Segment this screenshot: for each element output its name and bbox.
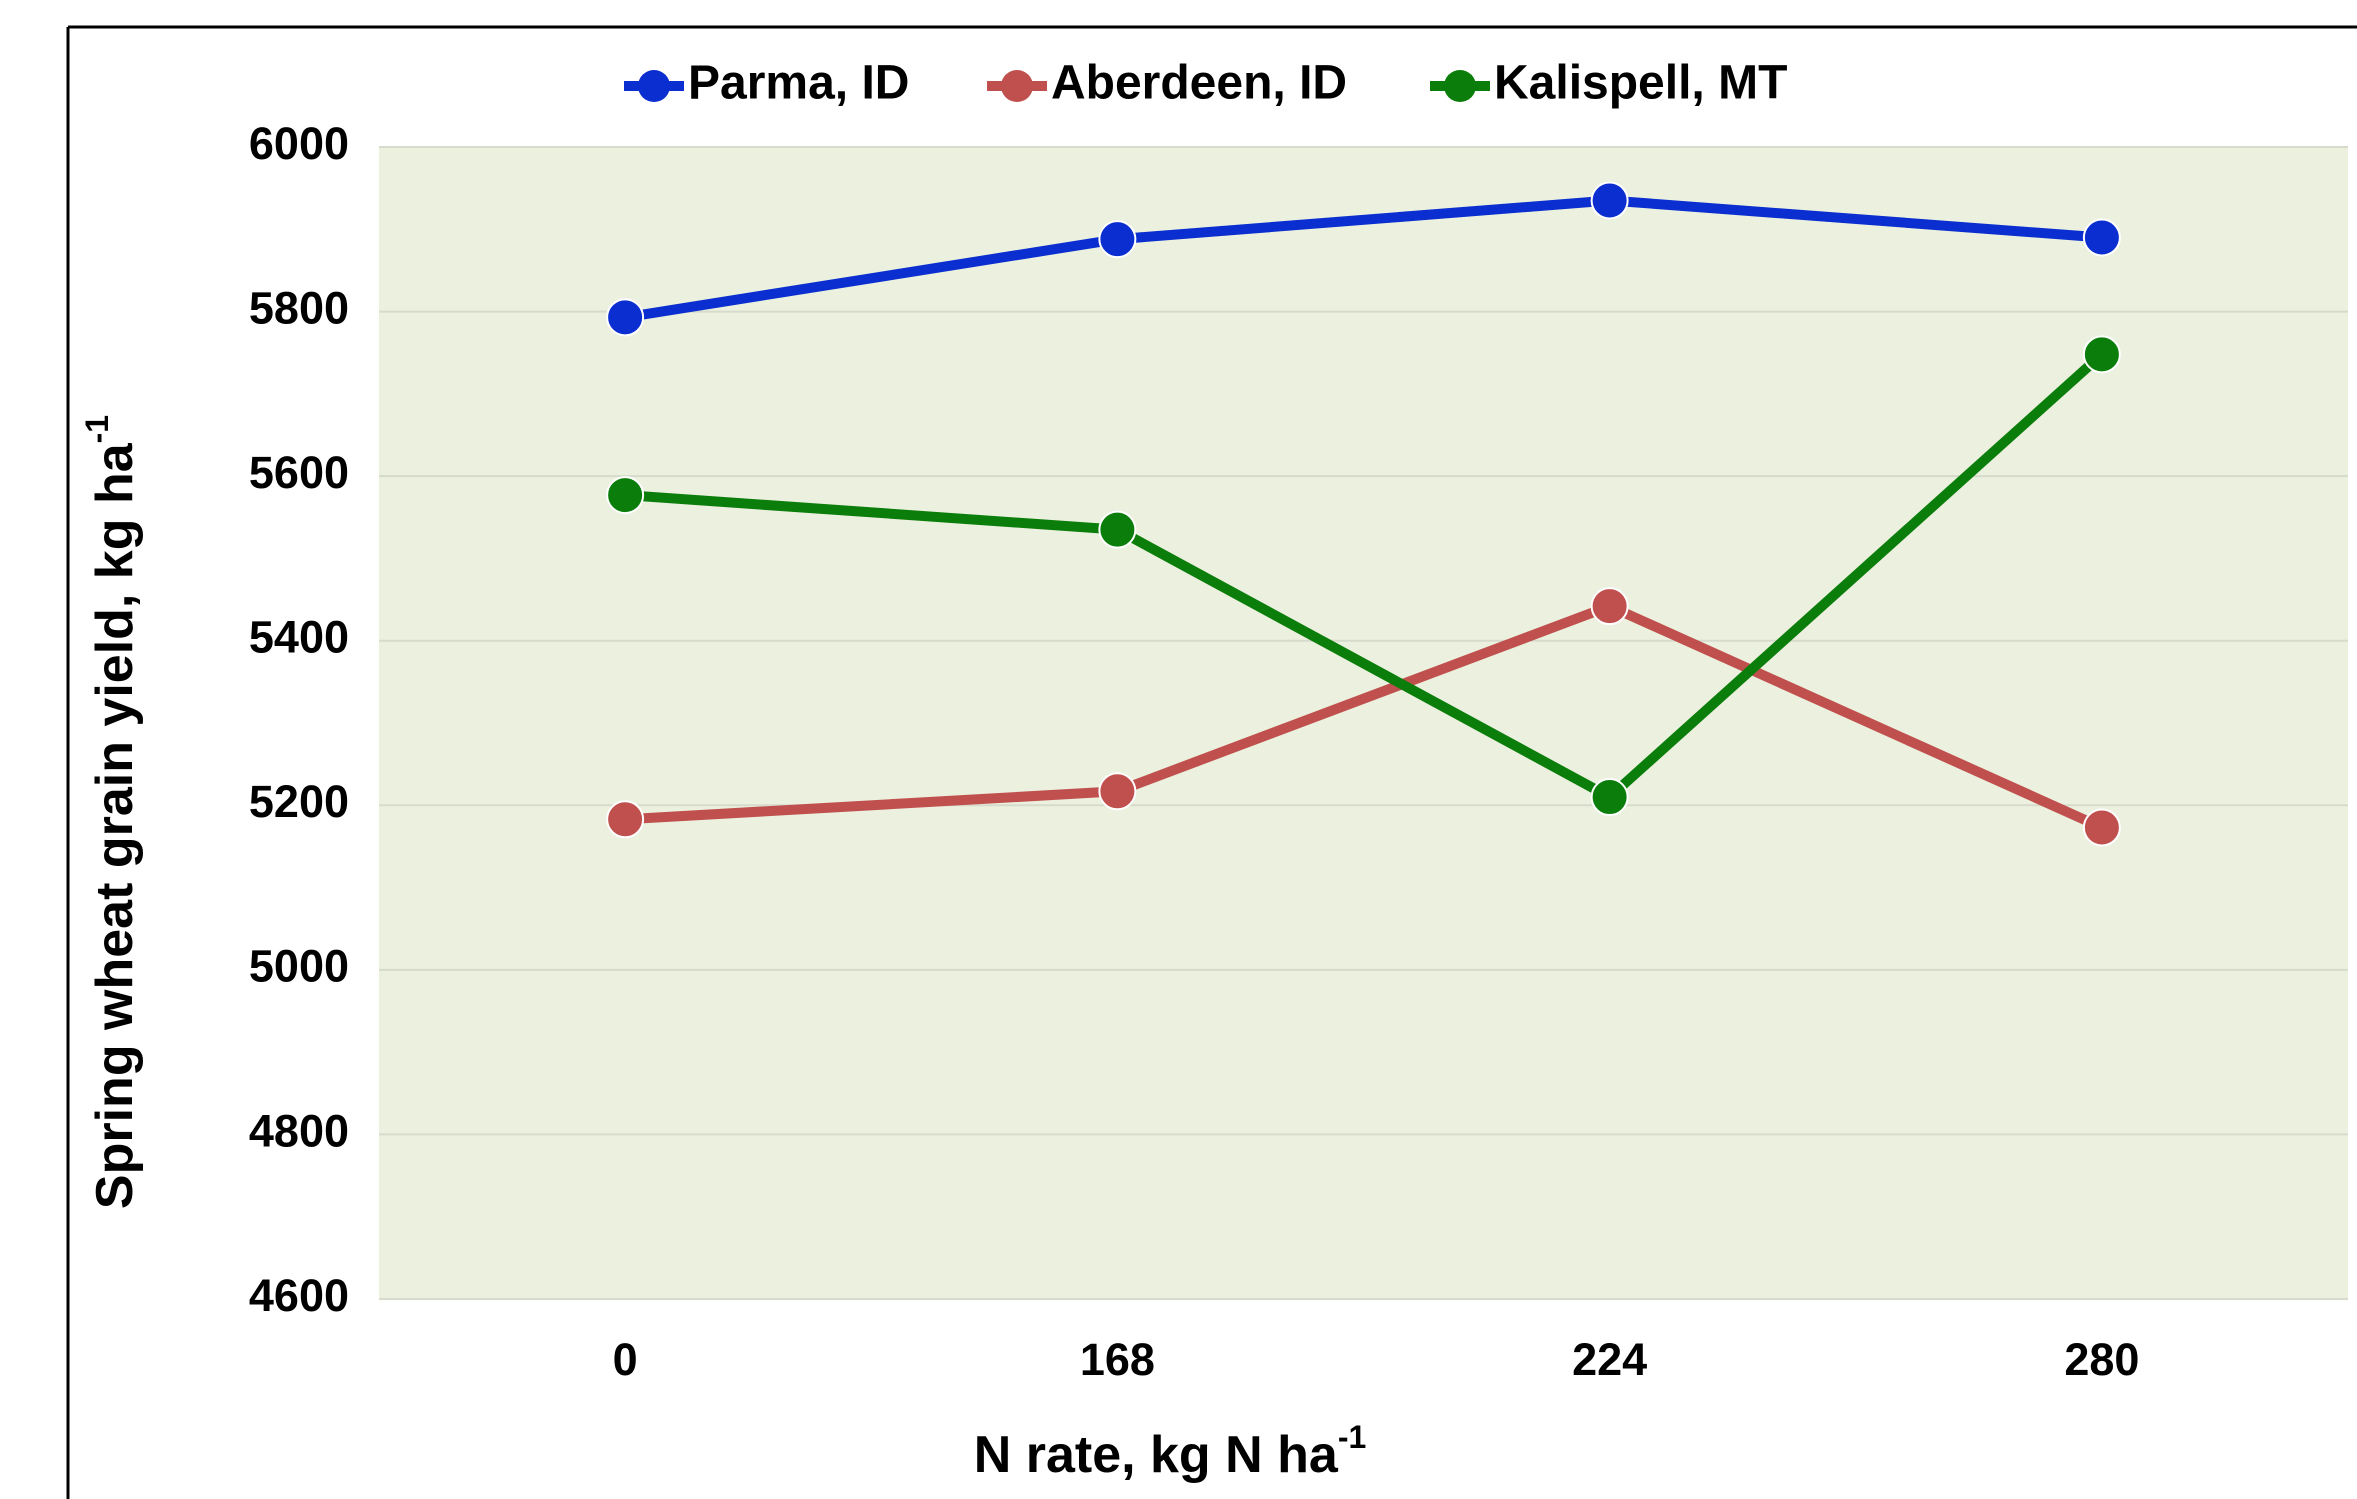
legend-label: Parma, ID [688, 57, 909, 110]
series-line [624, 350, 2106, 803]
legend-swatch-marker [1001, 70, 1033, 102]
data-point [1590, 778, 1629, 817]
y-tick-label: 5600 [249, 447, 349, 498]
data-point [1590, 587, 1629, 626]
data-point [606, 298, 645, 337]
data-point [1098, 772, 1137, 811]
data-point [2082, 335, 2121, 374]
data-point [1098, 510, 1137, 549]
x-axis-label-sup: -1 [1338, 1419, 1366, 1455]
x-axis-label: N rate, kg N ha-1 [974, 1419, 1367, 1483]
data-point [606, 800, 645, 839]
legend-swatch-marker [1444, 70, 1476, 102]
data-point [1098, 220, 1137, 259]
y-tick-label: 5800 [249, 282, 349, 333]
y-tick-label: 5000 [249, 941, 349, 992]
y-tick-label: 6000 [249, 118, 349, 169]
x-tick-label: 280 [2064, 1334, 2139, 1385]
data-point [2082, 218, 2121, 257]
x-tick-label: 168 [1080, 1334, 1155, 1385]
y-tick-label: 4800 [249, 1105, 349, 1156]
series-line [624, 195, 2103, 323]
legend-label: Kalispell, MT [1494, 57, 1787, 110]
x-axis-label-text: N rate, kg N ha [974, 1426, 1339, 1484]
plot-area [379, 147, 2348, 1299]
legend-swatch-marker [638, 70, 670, 102]
y-tick-label: 5400 [249, 612, 349, 663]
data-point [2082, 808, 2121, 847]
y-tick-label: 4600 [249, 1270, 349, 1321]
data-point [1590, 181, 1629, 220]
x-tick-label: 224 [1572, 1334, 1647, 1385]
y-tick-label: 5200 [249, 776, 349, 827]
legend-label: Aberdeen, ID [1051, 57, 1347, 110]
y-axis-label: Spring wheat grain yield, kg ha-1 [79, 415, 143, 1209]
series-line [624, 601, 2104, 833]
y-axis-label-sup: -1 [79, 415, 115, 443]
y-axis-label-text: Spring wheat grain yield, kg ha [86, 442, 144, 1209]
x-tick-label: 0 [613, 1334, 638, 1385]
data-point [606, 476, 645, 515]
